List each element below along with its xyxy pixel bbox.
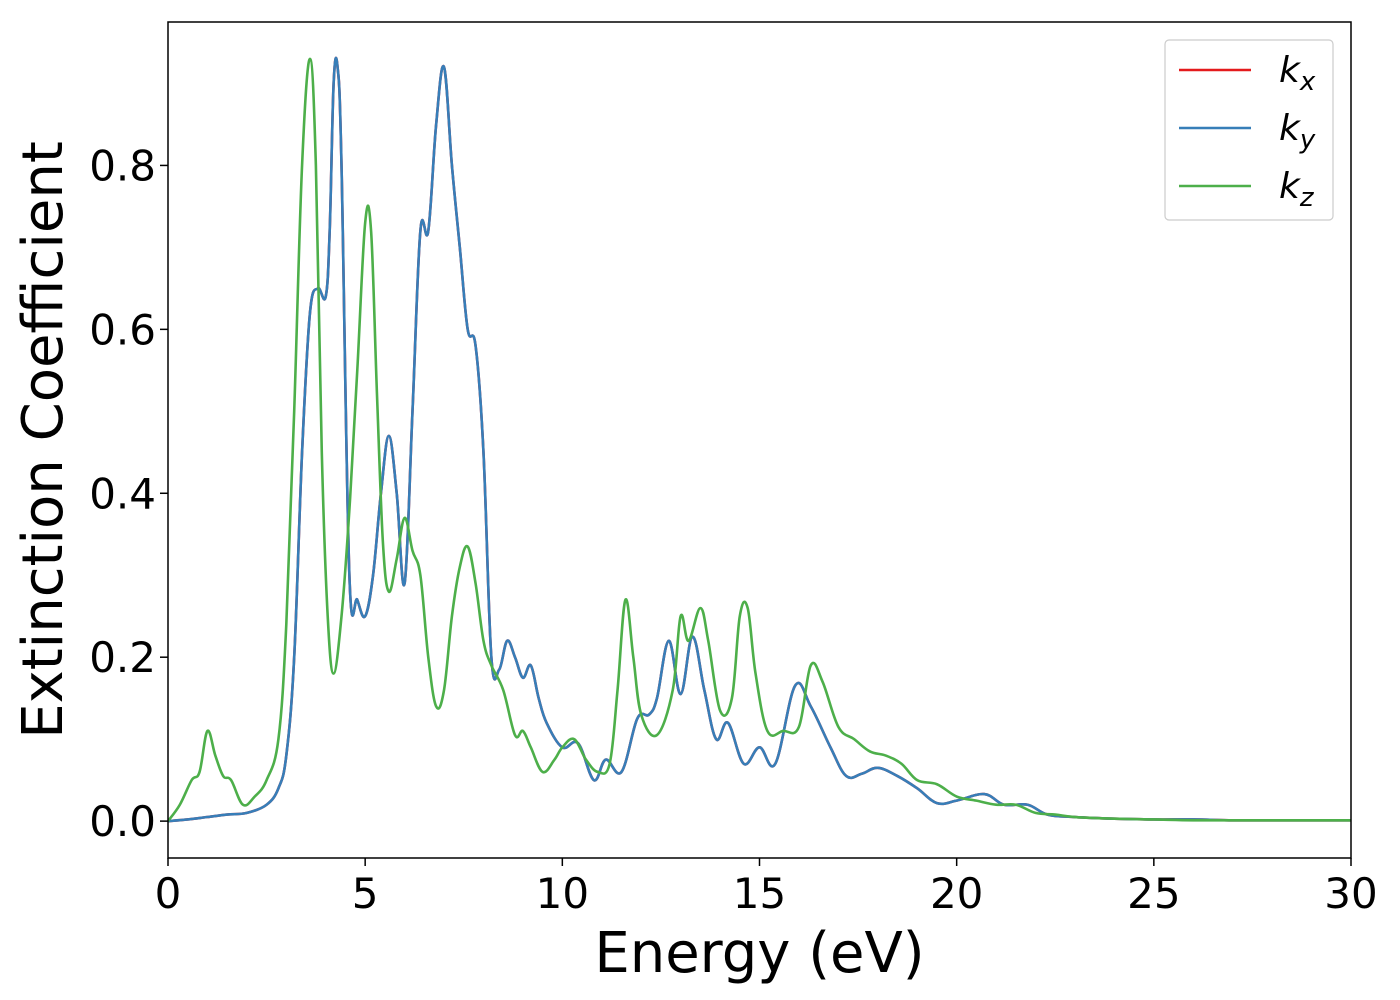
- series-line-ky: [168, 56, 1351, 823]
- x-tick-label: 0: [155, 869, 182, 918]
- x-axis-ticks: 0 5 10 15 20 25 30: [155, 858, 1378, 918]
- y-axis-ticks: 0.0 0.2 0.4 0.6 0.8: [89, 141, 168, 846]
- y-tick-label: 0.4: [89, 469, 156, 518]
- series-layer: [168, 56, 1351, 823]
- legend-label: ky: [1279, 108, 1316, 155]
- y-axis-label: Extinction Coefficient: [11, 141, 76, 739]
- y-tick-label: 0.8: [89, 141, 156, 190]
- y-tick-label: 0.6: [89, 305, 156, 354]
- y-tick-label: 0.2: [89, 633, 156, 682]
- legend-label: kx: [1279, 50, 1316, 97]
- x-tick-label: 30: [1324, 869, 1377, 918]
- legend: kx ky kz: [1164, 39, 1334, 221]
- legend-label: kz: [1279, 166, 1315, 213]
- x-axis-label: Energy (eV): [594, 921, 924, 986]
- x-tick-label: 5: [352, 869, 379, 918]
- y-tick-label: 0.0: [89, 797, 156, 846]
- x-tick-label: 15: [733, 869, 786, 918]
- x-tick-label: 20: [930, 869, 983, 918]
- series-line-kz: [168, 57, 1351, 822]
- x-tick-label: 25: [1127, 869, 1180, 918]
- legend-box: [1164, 39, 1334, 221]
- x-tick-label: 10: [536, 869, 589, 918]
